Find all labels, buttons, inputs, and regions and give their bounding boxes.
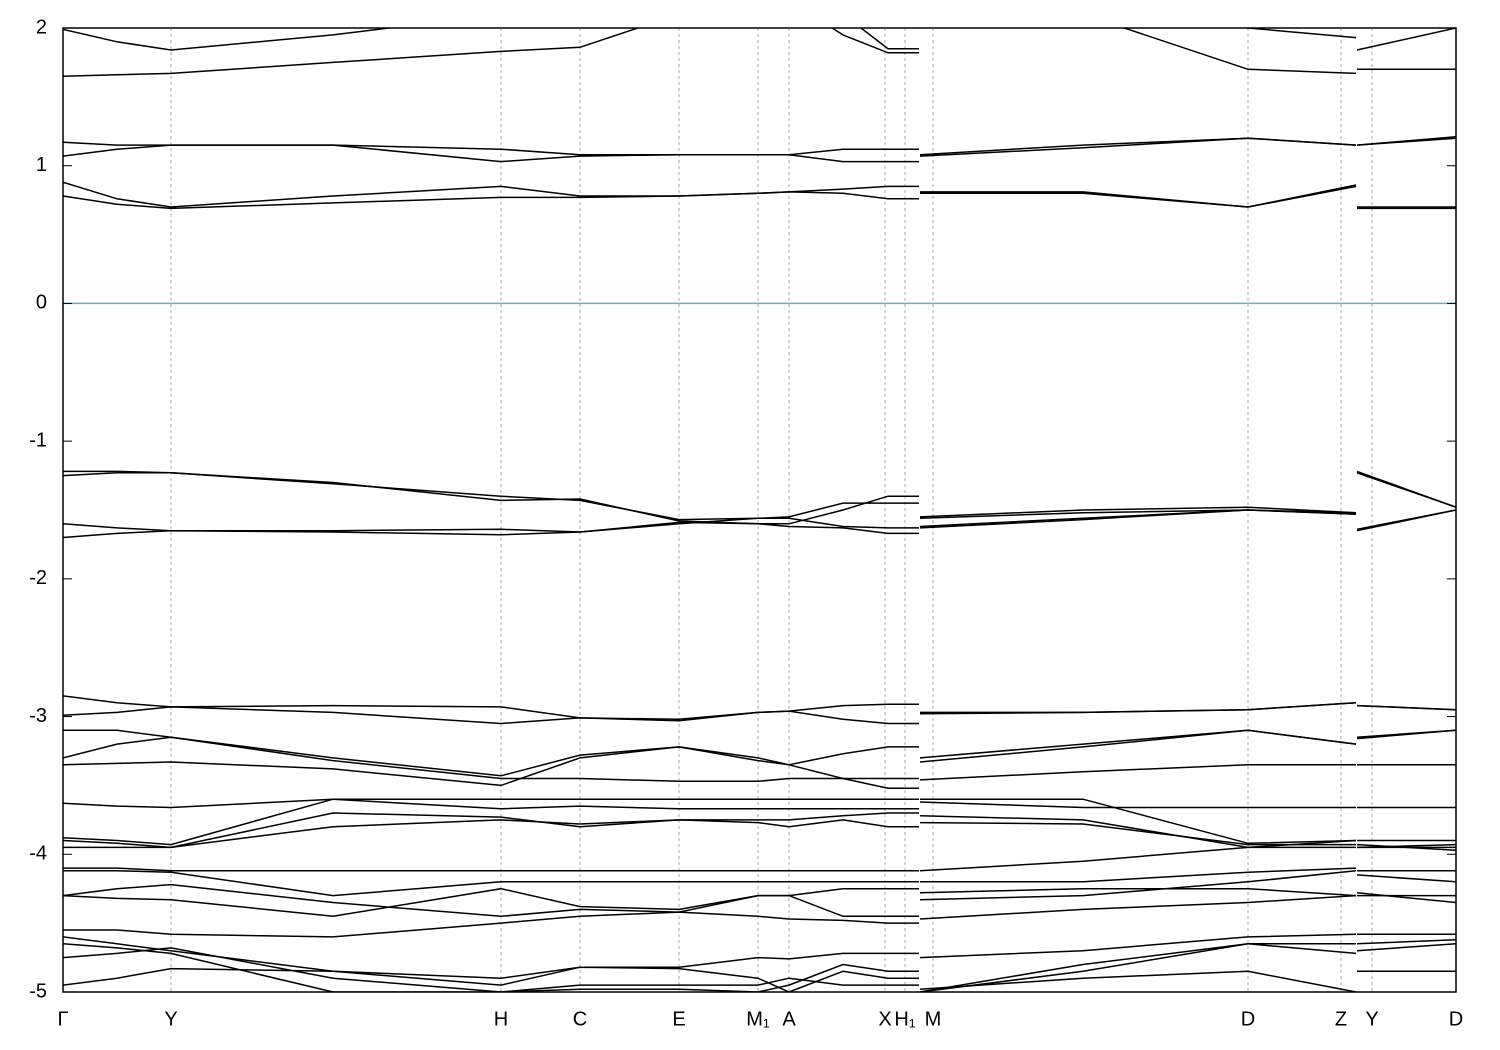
y-tick-label: -4 <box>29 843 47 865</box>
x-tick-label: H <box>494 1008 508 1030</box>
band <box>63 894 1456 938</box>
bands <box>63 28 1456 992</box>
x-tick-label: A <box>782 1008 796 1030</box>
band <box>63 812 1456 849</box>
y-tick-label: -3 <box>29 705 47 727</box>
band <box>63 938 1456 992</box>
y-tick-label: 0 <box>36 292 47 314</box>
x-tick-label: Y <box>164 1008 177 1030</box>
y-tick-label: -2 <box>29 567 47 589</box>
x-tick-label: Γ <box>57 1008 68 1030</box>
band <box>63 736 1456 783</box>
band <box>63 509 1456 539</box>
band <box>63 28 1456 54</box>
band <box>63 695 1456 721</box>
x-tick-label: C <box>573 1008 587 1030</box>
band <box>63 181 1456 208</box>
band <box>63 798 1456 809</box>
band <box>63 798 1456 846</box>
x-tick-label: M <box>925 1008 942 1030</box>
band <box>63 184 1456 210</box>
x-tick-label: M₁ <box>746 1008 770 1030</box>
y-tick-label: 1 <box>36 154 47 176</box>
band <box>63 28 1456 77</box>
plot-frame <box>62 27 1457 993</box>
band <box>63 943 1456 992</box>
y-tick-label: -5 <box>29 980 47 1002</box>
y-tick-label: -1 <box>29 429 47 451</box>
x-tick-label: E <box>672 1008 685 1030</box>
x-tick-label: X <box>878 1008 891 1030</box>
band <box>63 472 1456 521</box>
band <box>63 943 1456 992</box>
band <box>63 702 1456 725</box>
band <box>63 137 1456 163</box>
band <box>63 136 1456 156</box>
band <box>63 887 1456 918</box>
band <box>63 509 1456 535</box>
x-tick-label: D <box>1449 1008 1463 1030</box>
x-tick-label: D <box>1241 1008 1255 1030</box>
x-tick-label: Y <box>1365 1008 1378 1030</box>
x-tick-label: H₁ <box>894 1008 915 1030</box>
y-tick-label: 2 <box>36 16 47 38</box>
band <box>63 729 1456 777</box>
band <box>63 867 1456 897</box>
x-tick-label: Z <box>1335 1008 1347 1030</box>
band <box>63 729 1456 789</box>
band <box>63 839 1456 872</box>
band <box>63 819 1456 851</box>
